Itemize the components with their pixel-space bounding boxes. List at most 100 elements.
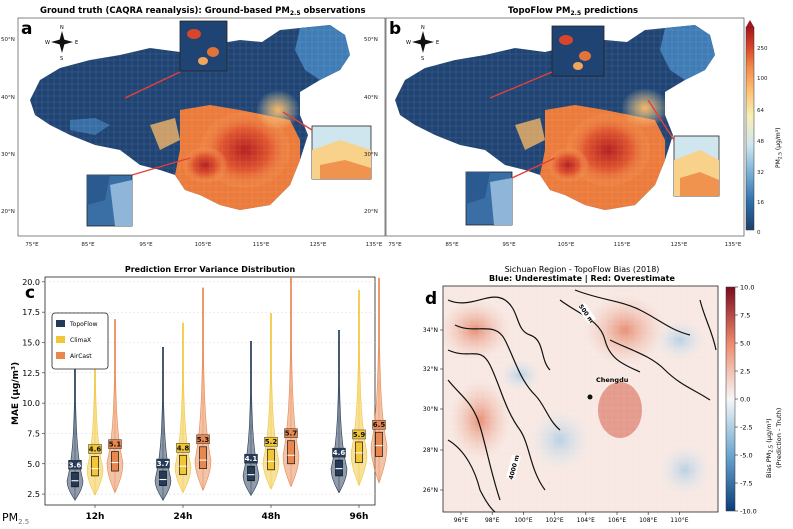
bias-colorbar-tick-label: 2.5 xyxy=(740,368,750,376)
d-y-tick-label: 26°N xyxy=(423,487,438,494)
lat-label: 50°N xyxy=(364,37,378,43)
iqr-box xyxy=(71,471,79,488)
median-value-label: 6.5 xyxy=(373,421,386,429)
median-label-bg xyxy=(284,428,298,438)
inset-a-east xyxy=(311,125,372,180)
compass-b: N S E W xyxy=(406,25,439,62)
median-value-label: 3.6 xyxy=(69,461,82,469)
bias-colorbar-tick-label: 0.0 xyxy=(740,396,750,404)
inset-a-southwest xyxy=(86,174,133,227)
iqr-box xyxy=(355,441,363,463)
chart-c-xticks: 12h 24h 48h 96h xyxy=(86,505,369,522)
legend-label-climax: ClimaX xyxy=(70,337,91,344)
iqr-box xyxy=(159,470,167,486)
panel-b: N S E W b TopoFlow PM2.5 predictions 50°… xyxy=(364,6,784,248)
pm-colorbar-tick: 64 xyxy=(757,108,764,114)
legend-label-topoflow: TopoFlow xyxy=(69,321,98,328)
iqr-box xyxy=(91,456,99,477)
chart-c-yticks: 20.0 17.5 15.0 12.5 10.0 7.5 5.0 2.5 xyxy=(22,278,45,499)
inset-a-north xyxy=(179,20,228,72)
lat-label: 20°N xyxy=(1,209,15,215)
compass-w-label: W xyxy=(45,40,50,46)
chart-c-title: Prediction Error Variance Distribution xyxy=(125,265,296,274)
legend-label-aircast: AirCast xyxy=(70,353,92,360)
median-label-bg xyxy=(332,447,346,458)
d-x-tick-label: 96°E xyxy=(454,517,469,524)
lon-label: 105°E xyxy=(558,242,575,248)
iqr-box xyxy=(199,446,207,469)
chart-c-xlabel: PM2.5 xyxy=(2,511,29,526)
chart-d-xticks: 96°E 98°E 100°E 102°E 104°E 106°E 108°E 110°E xyxy=(454,512,689,524)
panel-d-letter: d xyxy=(425,289,437,309)
iqr-box xyxy=(375,431,383,457)
lat-label: 30°N xyxy=(1,152,15,158)
compass-e-label: E xyxy=(75,40,78,46)
chengdu-marker: Chengdu xyxy=(587,376,629,400)
pm-colorbar-tick: 250 xyxy=(757,46,768,52)
compass-a: N S E W xyxy=(45,25,78,62)
panel-d: d Sichuan Region - TopoFlow Bias (2018) … xyxy=(423,265,783,524)
lon-label: 115°E xyxy=(614,242,631,248)
median-value-label: 5.7 xyxy=(285,430,298,438)
panel-b-letter: b xyxy=(389,19,401,39)
iqr-box xyxy=(335,459,343,477)
lon-label: 95°E xyxy=(502,242,516,248)
compass-s-label: S xyxy=(421,56,424,62)
x-tick-label: 48h xyxy=(262,512,281,522)
lon-label: 75°E xyxy=(25,242,39,248)
legend-swatch-climax xyxy=(56,336,65,343)
pm-colorbar-tick: 16 xyxy=(757,200,764,206)
terrain-contours xyxy=(447,289,717,513)
inset-b-north xyxy=(551,25,605,77)
pm-colorbar-tick: 100 xyxy=(757,76,768,82)
median-label-bg xyxy=(264,436,278,447)
median-value-label: 3.7 xyxy=(157,460,170,468)
d-y-tick-label: 34°N xyxy=(423,327,438,334)
bias-colorbar-label: Bias PM2.5 (μg/m³) xyxy=(765,418,775,478)
pm-colorbar-label: PM2.5 (μg/m³) xyxy=(775,128,784,168)
median-value-label: 5.9 xyxy=(353,431,366,439)
bias-colorbar-label2: (Prediction - Truth) xyxy=(775,408,783,468)
bias-colorbar: 10.0 7.5 5.0 2.5 0.0 -2.5 -5.0 -7.5 -10.0 Bias P… xyxy=(725,284,783,516)
iqr-box xyxy=(247,465,255,482)
lat-label: 40°N xyxy=(1,95,15,101)
d-x-tick-label: 110°E xyxy=(670,517,688,524)
panel-b-title: TopoFlow PM2.5 predictions xyxy=(508,6,638,17)
chart-c-frame xyxy=(44,276,376,506)
median-value-label: 4.1 xyxy=(245,455,258,463)
lon-label: 135°E xyxy=(725,242,742,248)
median-label-bg xyxy=(108,439,122,449)
chart-d-yticks: 34°N 32°N 30°N 28°N 26°N xyxy=(423,327,443,494)
legend-swatch-aircast xyxy=(56,352,65,359)
chart-c-legend: TopoFlow ClimaX AirCast xyxy=(51,312,109,370)
panel-a-letter: a xyxy=(21,19,32,39)
median-label-bg xyxy=(196,434,210,445)
lat-label: 20°N xyxy=(364,209,378,215)
lon-label: 85°E xyxy=(81,242,95,248)
chart-d-title-line2: Blue: Underestimate | Red: Overestimate xyxy=(489,274,675,283)
d-x-tick-label: 108°E xyxy=(639,517,657,524)
panel-c-letter: c xyxy=(25,283,35,303)
pm-colorbar-tick: 0 xyxy=(757,230,761,236)
inset-b-southwest xyxy=(465,171,513,226)
median-label-bg xyxy=(372,419,386,430)
lat-label: 50°N xyxy=(1,37,15,43)
bias-colorbar-tick-label: -10.0 xyxy=(740,508,757,516)
median-value-label: 5.1 xyxy=(109,441,122,449)
bias-colorbar-tick-label: -2.5 xyxy=(740,424,753,432)
median-label-bg xyxy=(244,453,258,464)
chart-d-title-line1: Sichuan Region - TopoFlow Bias (2018) xyxy=(505,265,660,274)
x-tick-label: 12h xyxy=(86,512,105,522)
y-tick-label: 20.0 xyxy=(22,278,40,287)
panel-a: N S E W a Ground truth (CAQRA reanalysis… xyxy=(1,6,386,248)
y-tick-label: 15.0 xyxy=(22,338,40,347)
compass-n-label: N xyxy=(421,25,425,31)
inset-b-east xyxy=(673,135,720,197)
chart-c-violins: 3.6 4.6 5.1 3.7 4.8 5.3 4.1 5.2 5.7 4.6 5.9 6.5 xyxy=(66,277,388,502)
x-tick-label: 96h xyxy=(350,512,369,522)
d-y-tick-label: 30°N xyxy=(423,406,438,413)
d-y-tick-label: 28°N xyxy=(423,447,438,454)
pm-colorbar-tick: 48 xyxy=(757,139,764,145)
median-label-bg xyxy=(176,443,190,453)
